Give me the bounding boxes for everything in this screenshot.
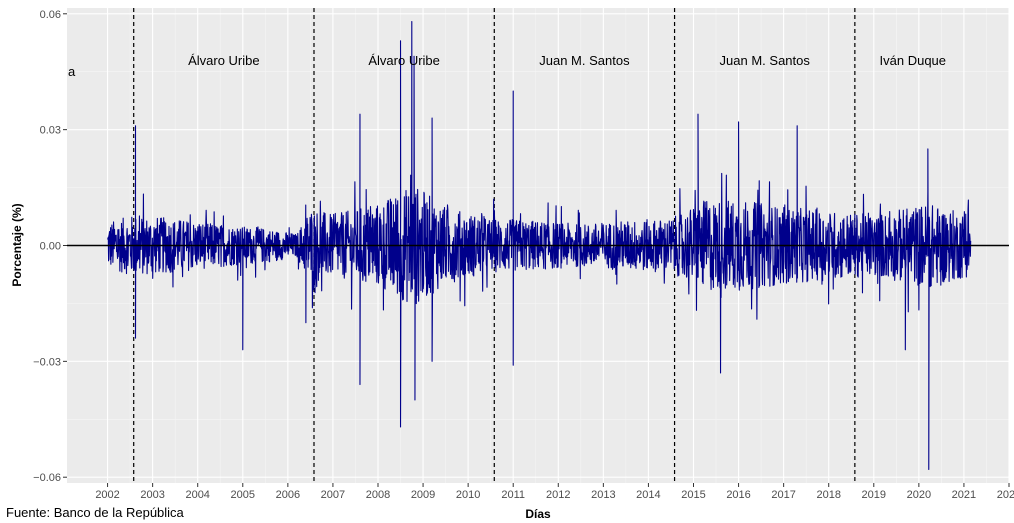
series-layer <box>107 20 972 471</box>
term-label: Juan M. Santos <box>720 53 811 68</box>
x-tick-label: 2008 <box>366 489 390 501</box>
term-label: Juan M. Santos <box>539 53 630 68</box>
source-caption: Fuente: Banco de la República <box>6 505 184 520</box>
x-tick-label: 2014 <box>636 489 660 501</box>
x-tick-label: 2017 <box>771 489 795 501</box>
x-tick-label: 2015 <box>681 489 705 501</box>
x-tick-label: 2021 <box>952 489 976 501</box>
term-labels: Álvaro Uribe Álvaro Uribe Juan M. Santos Ju… <box>188 53 946 68</box>
x-tick-label: 2012 <box>546 489 570 501</box>
term-label: Iván Duque <box>880 53 947 68</box>
series-line <box>107 20 972 471</box>
x-tick-label: 2002 <box>95 489 119 501</box>
x-axis-title: Días <box>525 507 551 521</box>
x-axis: 2002 2003 2004 2005 2006 2007 2008 2009 2010 2011… <box>95 483 1014 501</box>
y-axis-title: Porcentaje (%) <box>10 203 24 286</box>
y-axis: −0.06 −0.03 0.00 0.03 0.06 <box>33 9 67 484</box>
panel-letter: a <box>68 64 76 79</box>
term-label: Álvaro Uribe <box>188 53 260 68</box>
y-tick-label: 0.06 <box>40 9 61 21</box>
term-label: Álvaro Uribe <box>368 53 440 68</box>
x-tick-label: 2016 <box>726 489 750 501</box>
x-tick-label: 2004 <box>185 489 209 501</box>
x-tick-label: 2013 <box>591 489 615 501</box>
term-dividers <box>133 8 856 483</box>
y-tick-label: −0.03 <box>33 356 61 368</box>
x-tick-label: 2020 <box>907 489 931 501</box>
x-tick-label: 2003 <box>140 489 164 501</box>
x-tick-label: 2022 <box>997 489 1014 501</box>
x-tick-label: 2011 <box>501 489 525 501</box>
x-tick-label: 2005 <box>231 489 255 501</box>
x-tick-label: 2019 <box>862 489 886 501</box>
x-tick-label: 2018 <box>816 489 840 501</box>
x-tick-label: 2009 <box>411 489 435 501</box>
y-tick-label: −0.06 <box>33 472 61 484</box>
x-tick-label: 2010 <box>456 489 480 501</box>
y-tick-label: 0.03 <box>40 125 61 137</box>
x-tick-label: 2006 <box>276 489 300 501</box>
y-tick-label: 0.00 <box>40 241 61 253</box>
x-tick-label: 2007 <box>321 489 345 501</box>
